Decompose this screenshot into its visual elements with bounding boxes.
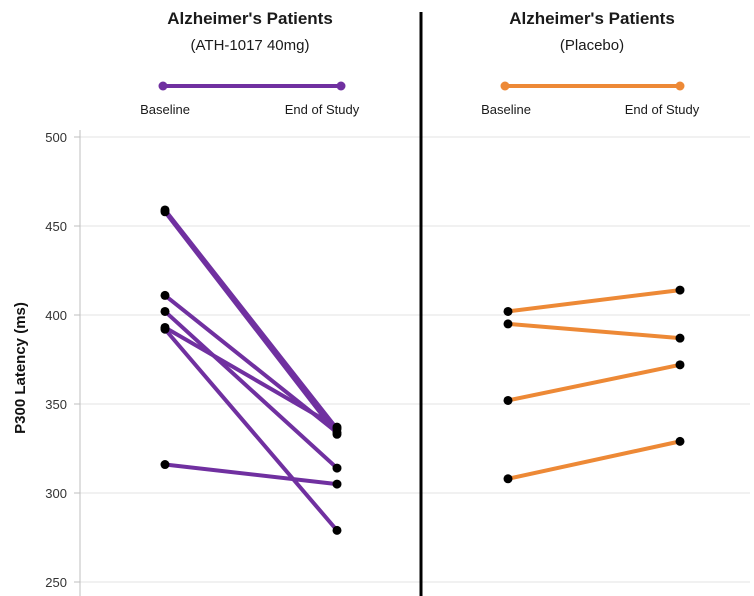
end-point-1: [675, 285, 685, 295]
y-tick-label-250: 250: [45, 575, 67, 590]
baseline-point-7: [160, 460, 170, 470]
legend-marker-end: [336, 81, 346, 91]
panel-right-subtitle: (Placebo): [560, 37, 624, 54]
baseline-point-3: [503, 395, 513, 405]
panel-right-legend-baseline: Baseline: [481, 102, 531, 117]
panel-right-title: Alzheimer's Patients: [509, 9, 675, 28]
baseline-point-4: [503, 474, 513, 484]
patient-line-4: [163, 309, 339, 471]
gridlines: [80, 136, 750, 583]
patient-line-1: [506, 288, 682, 314]
end-point-4: [675, 436, 685, 446]
end-point-5: [332, 422, 342, 432]
baseline-point-4: [160, 306, 170, 316]
legend-marker-baseline: [158, 81, 168, 91]
end-point-6: [332, 525, 342, 535]
panel-left-legend-end: End of Study: [285, 102, 360, 117]
end-point-4: [332, 463, 342, 473]
y-tick-label-500: 500: [45, 130, 67, 145]
panel-left: Alzheimer's Patients (ATH-1017 40mg) Bas…: [140, 9, 360, 535]
panel-left-title: Alzheimer's Patients: [167, 9, 333, 28]
end-point-3: [675, 360, 685, 370]
y-axis-label: P300 Latency (ms): [12, 302, 29, 434]
baseline-point-2: [160, 207, 170, 217]
patient-line-3: [506, 362, 682, 403]
patient-line-6: [163, 327, 339, 533]
patient-line-2: [506, 321, 682, 341]
panel-left-legend: [158, 81, 346, 91]
panel-left-series: [160, 205, 342, 535]
baseline-point-2: [503, 319, 513, 329]
panel-left-subtitle: (ATH-1017 40mg): [191, 37, 310, 54]
end-point-2: [675, 333, 685, 343]
panel-right-series: [503, 285, 685, 484]
baseline-point-1: [503, 306, 513, 316]
baseline-point-3: [160, 290, 170, 300]
patient-line-7: [163, 462, 339, 487]
panel-right: Alzheimer's Patients (Placebo) Baseline …: [481, 9, 700, 484]
legend-marker-end: [675, 81, 685, 91]
patient-line-4: [506, 439, 682, 481]
y-tick-labels: 250 300 350 400 450 500: [45, 130, 80, 590]
y-tick-label-400: 400: [45, 308, 67, 323]
end-point-7: [332, 479, 342, 489]
panel-left-legend-baseline: Baseline: [140, 102, 190, 117]
baseline-point-6: [160, 324, 170, 334]
patient-line-2: [163, 209, 339, 437]
panel-right-legend-end: End of Study: [625, 102, 700, 117]
y-tick-label-300: 300: [45, 486, 67, 501]
patient-line-5: [163, 325, 339, 430]
y-tick-label-350: 350: [45, 397, 67, 412]
y-tick-label-450: 450: [45, 219, 67, 234]
legend-marker-baseline: [500, 81, 510, 91]
panel-right-legend: [500, 81, 685, 91]
